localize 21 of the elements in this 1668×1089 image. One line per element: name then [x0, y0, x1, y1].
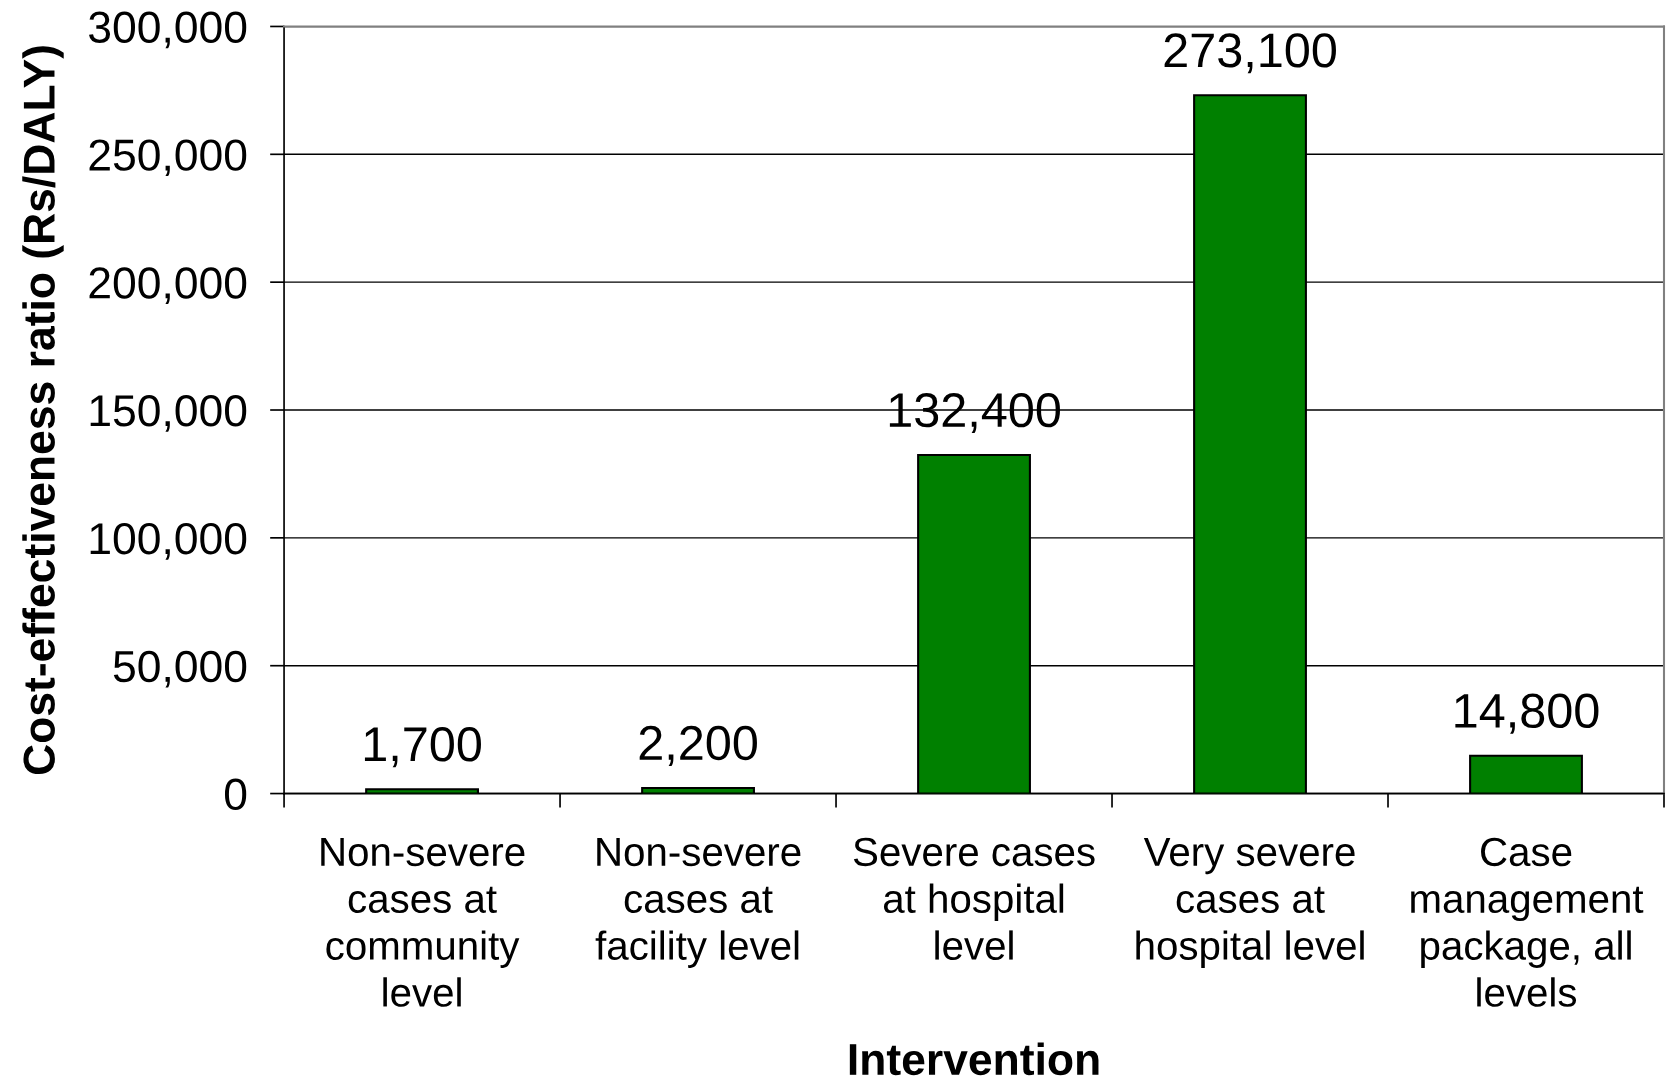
x-tick-label: Non-severe cases at facility level [595, 838, 801, 968]
x-tick-label: Case management package, all levels [1411, 837, 1644, 1007]
y-tick-label: 250,000 [89, 139, 247, 177]
bar [641, 786, 755, 794]
y-tick-label: 150,000 [90, 395, 247, 432]
y-axis-title: Cost-effectiveness ratio (Rs/DALY) [22, 46, 64, 775]
data-label: 2,200 [639, 725, 757, 767]
y-tick-label: 50,000 [113, 650, 247, 688]
x-tick-label: Very severe cases at hospital level [1136, 838, 1364, 968]
y-tick-label: 0 [224, 778, 247, 811]
x-axis-title: Intervention [849, 1042, 1099, 1076]
y-tick-label: 100,000 [90, 522, 247, 560]
y-tick-label: 200,000 [89, 267, 247, 304]
data-label: 1,700 [364, 727, 481, 768]
bar [365, 788, 479, 794]
x-tick-label: Severe cases at hospital level [853, 837, 1095, 960]
data-label: 273,100 [1164, 33, 1336, 74]
data-label: 14,800 [1455, 693, 1599, 734]
x-tick-label: Non-severe cases at community level [321, 838, 525, 1007]
bar [1469, 754, 1583, 794]
y-tick-label: 300,000 [89, 11, 247, 49]
